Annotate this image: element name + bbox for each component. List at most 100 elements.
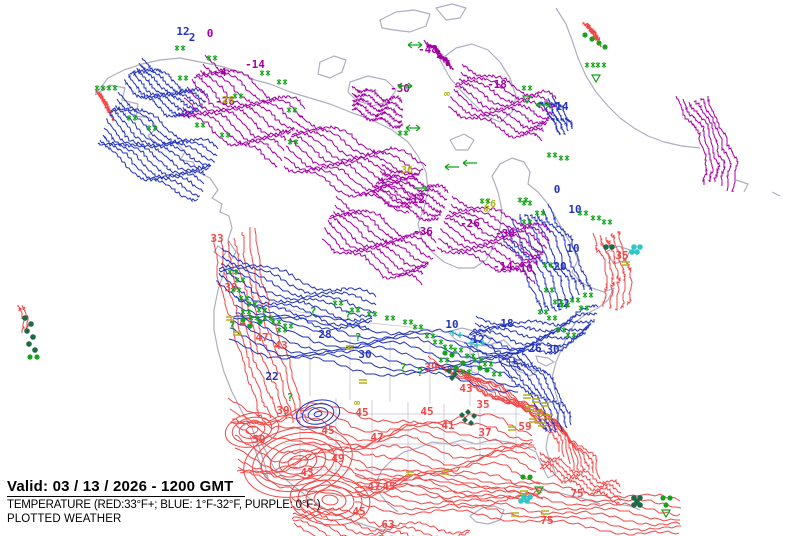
station-symbol-down-triangle-outline: [660, 509, 672, 519]
contour-label: 75: [570, 487, 583, 500]
station-symbol-green-dot: [663, 502, 669, 508]
contour-label: 14: [555, 100, 569, 113]
contour-label: 0: [554, 183, 561, 196]
greenland-fragments: [735, 179, 781, 197]
station-symbol-green-dot: [257, 319, 263, 325]
contour-label: 36: [401, 165, 413, 176]
station-symbol-question-mark-weather: ?: [355, 331, 362, 344]
station-symbol-green-dot: [442, 350, 448, 356]
station-symbol-cyan-dot: [631, 244, 637, 250]
station-symbol-dark-green-dot: [24, 328, 30, 334]
station-symbol-cyan-dot: [521, 494, 527, 500]
contour-label: 22: [265, 370, 278, 383]
contour-label: 0: [207, 27, 214, 40]
station-symbol-cyan-dot: [629, 249, 635, 255]
station-symbol-down-triangle-outline: [533, 486, 545, 496]
station-symbol-dark-green-dot: [30, 334, 36, 340]
contour-label: 45: [321, 424, 334, 437]
contour-label: 39: [224, 281, 237, 294]
station-symbol-question-mark-weather: ?: [417, 366, 424, 379]
station-symbol-green-dot: [527, 474, 533, 480]
station-symbol-cyan-dot: [524, 498, 530, 504]
contour-label: 26: [528, 342, 542, 355]
station-symbol-dark-green-diamond: [449, 375, 455, 381]
station-symbol-down-triangle-outline: [590, 74, 602, 84]
contour-label: -30: [390, 82, 410, 95]
map-legend-block: Valid: 03 / 13 / 2026 - 1200 GMT TEMPERA…: [7, 478, 321, 526]
contour-label: -10: [513, 262, 533, 275]
station-symbol-dark-green-dot: [32, 347, 38, 353]
contour-label: 45: [355, 406, 368, 419]
station-symbol-green-dot: [520, 474, 526, 480]
station-symbol-dark-green-diamond: [452, 371, 458, 377]
contour-label: 63: [381, 518, 394, 531]
station-symbol-green-dot: [247, 323, 253, 329]
cuba-coastline: [539, 489, 601, 505]
station-symbol-dark-green-dot: [631, 502, 637, 508]
station-symbol-green-dot: [602, 44, 608, 50]
station-symbol-olive-double-dash: [406, 471, 414, 476]
station-symbol-dark-green-diamond: [471, 413, 477, 419]
station-symbol-question-mark-weather: ?: [345, 309, 352, 322]
station-symbol-green-dot: [589, 36, 595, 42]
station-symbol-cyan-dot: [637, 244, 643, 250]
contour-label: 59: [518, 420, 531, 433]
station-symbol-dark-green-dot: [28, 321, 34, 327]
station-symbol-olive-double-dash: [226, 316, 234, 321]
contour-label: 26: [484, 199, 496, 210]
contour-label: ∞: [444, 89, 450, 100]
station-plots-layer: ???????: [22, 32, 673, 519]
contour-label: -36: [215, 95, 235, 108]
contour-label: -14: [245, 58, 265, 71]
svg-text:?: ?: [417, 366, 424, 379]
station-symbol-green-dot: [667, 495, 673, 501]
svg-text:?: ?: [229, 319, 236, 332]
queen-elizabeth-islands: [435, 3, 467, 21]
station-symbol-olive-double-dash: [520, 490, 528, 495]
svg-text:?: ?: [400, 361, 407, 374]
station-symbol-dark-green-diamond: [459, 412, 465, 418]
footer-divider: [7, 496, 245, 497]
plotted-weather-label: PLOTTED WEATHER: [7, 513, 122, 525]
contour-label: 26: [222, 95, 234, 106]
contour-label: 43: [459, 382, 472, 395]
station-symbol-dark-green-diamond: [468, 420, 474, 426]
station-symbol-dark-green-diamond: [465, 409, 471, 415]
station-symbol-question-mark-weather: ?: [287, 391, 294, 404]
station-symbol-olive-double-dash: [233, 331, 241, 336]
station-symbol-teal-plus: [450, 330, 456, 336]
station-symbol-green-dot: [453, 365, 459, 371]
station-symbol-olive-double-dash: [622, 261, 630, 266]
contour-label: -18: [487, 78, 507, 91]
contour-label: 45: [352, 505, 365, 518]
ellesmere-island: [379, 9, 431, 33]
contour-label: -36: [413, 225, 433, 238]
contour-label: ∞: [484, 205, 490, 216]
contour-label: 43: [274, 339, 287, 352]
station-symbol-olive-double-dash: [529, 418, 537, 423]
contour-label: 45: [382, 480, 395, 493]
station-symbol-green-dot: [484, 367, 490, 373]
contour-label: 35: [476, 398, 489, 411]
station-symbol-green-dot: [240, 317, 246, 323]
contour-label: 12: [176, 25, 189, 38]
svg-text:?: ?: [345, 309, 352, 322]
contour-label: 18: [500, 317, 513, 330]
svg-text:?: ?: [287, 391, 294, 404]
contour-label: -12: [405, 193, 425, 206]
isotherm-contours-layer: [17, 22, 739, 536]
station-symbol-olive-double-dash: [532, 398, 540, 403]
contour-label: 10: [445, 318, 458, 331]
station-symbol-cyan-dot: [518, 498, 524, 504]
contour-label: 43: [300, 466, 313, 479]
station-symbol-olive-double-dash: [511, 512, 519, 517]
contour-label: 47: [255, 331, 268, 344]
valid-time-label: Valid: 03 / 13 / 2026 - 1200 GMT: [7, 478, 234, 495]
contour-label: 41: [441, 419, 455, 432]
station-symbol-teal-plus: [457, 332, 463, 338]
contour-label: 39: [276, 404, 289, 417]
contour-label: 47: [367, 480, 380, 493]
contour-label: 2: [189, 31, 196, 44]
